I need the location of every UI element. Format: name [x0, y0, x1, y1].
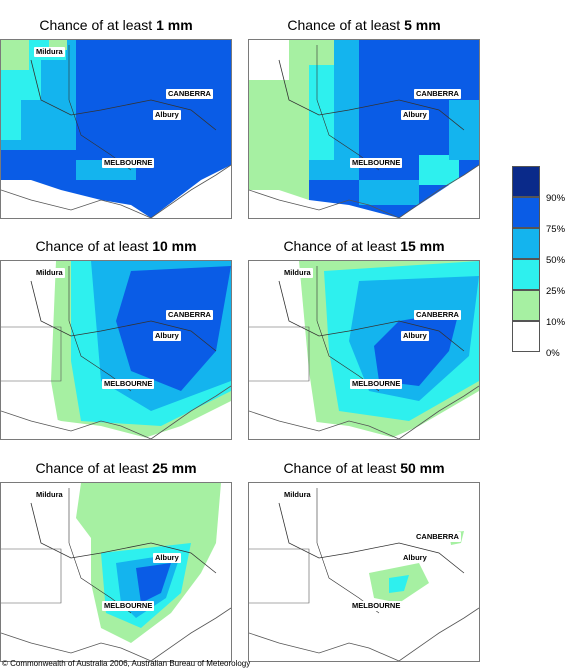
- place-melbourne: MELBOURNE: [350, 158, 403, 168]
- rain-map: [0, 260, 232, 440]
- map-canvas: [1, 40, 231, 218]
- place-albury: Albury: [153, 331, 181, 341]
- legend-swatch-10: [512, 290, 540, 321]
- place-melbourne: MELBOURNE: [102, 158, 155, 168]
- legend-swatch-25: [512, 259, 540, 290]
- place-albury: Albury: [153, 553, 181, 563]
- rain-map: [0, 482, 232, 662]
- legend-swatch-90: [512, 166, 540, 197]
- map-canvas: [1, 261, 231, 439]
- legend-label-0: 0%: [546, 348, 560, 359]
- place-melbourne: MELBOURNE: [350, 379, 403, 389]
- place-canberra: CANBERRA: [166, 89, 213, 99]
- place-mildura: Mildura: [282, 268, 313, 278]
- panel-title: Chance of at least 50 mm: [283, 460, 445, 476]
- legend-swatch-0: [512, 321, 540, 352]
- panel-title: Chance of at least 1 mm: [39, 17, 193, 33]
- copyright-notice: © Commonwealth of Australia 2006, Austra…: [2, 659, 251, 668]
- place-canberra: CANBERRA: [414, 89, 461, 99]
- legend-swatch-50: [512, 228, 540, 259]
- place-melbourne: MELBOURNE: [102, 379, 155, 389]
- map-canvas: [249, 261, 479, 439]
- panel-title: Chance of at least 10 mm: [35, 238, 197, 254]
- place-canberra: CANBERRA: [414, 532, 461, 542]
- rain-map: [0, 39, 232, 219]
- panel-title: Chance of at least 25 mm: [35, 460, 197, 476]
- place-albury: Albury: [401, 553, 429, 563]
- place-melbourne: MELBOURNE: [102, 601, 155, 611]
- legend-label-90: 90%: [546, 193, 566, 204]
- place-canberra: CANBERRA: [414, 310, 461, 320]
- map-canvas: [1, 483, 231, 661]
- legend-label-10: 10%: [546, 317, 566, 328]
- legend-label-25: 25%: [546, 286, 566, 297]
- panel-title: Chance of at least 15 mm: [283, 238, 445, 254]
- map-canvas: [249, 40, 479, 218]
- place-albury: Albury: [153, 110, 181, 120]
- legend-label-75: 75%: [546, 224, 566, 235]
- rain-map: [248, 39, 480, 219]
- place-albury: Albury: [401, 331, 429, 341]
- legend-swatch-75: [512, 197, 540, 228]
- panel-title: Chance of at least 5 mm: [287, 17, 441, 33]
- map-canvas: [249, 483, 479, 661]
- place-mildura: Mildura: [34, 47, 65, 57]
- place-mildura: Mildura: [282, 490, 313, 500]
- legend-label-50: 50%: [546, 255, 566, 266]
- rain-map: [248, 482, 480, 662]
- place-melbourne: MELBOURNE: [350, 601, 403, 611]
- place-albury: Albury: [401, 110, 429, 120]
- place-canberra: CANBERRA: [166, 310, 213, 320]
- rain-map: [248, 260, 480, 440]
- place-mildura: Mildura: [34, 268, 65, 278]
- place-mildura: Mildura: [34, 490, 65, 500]
